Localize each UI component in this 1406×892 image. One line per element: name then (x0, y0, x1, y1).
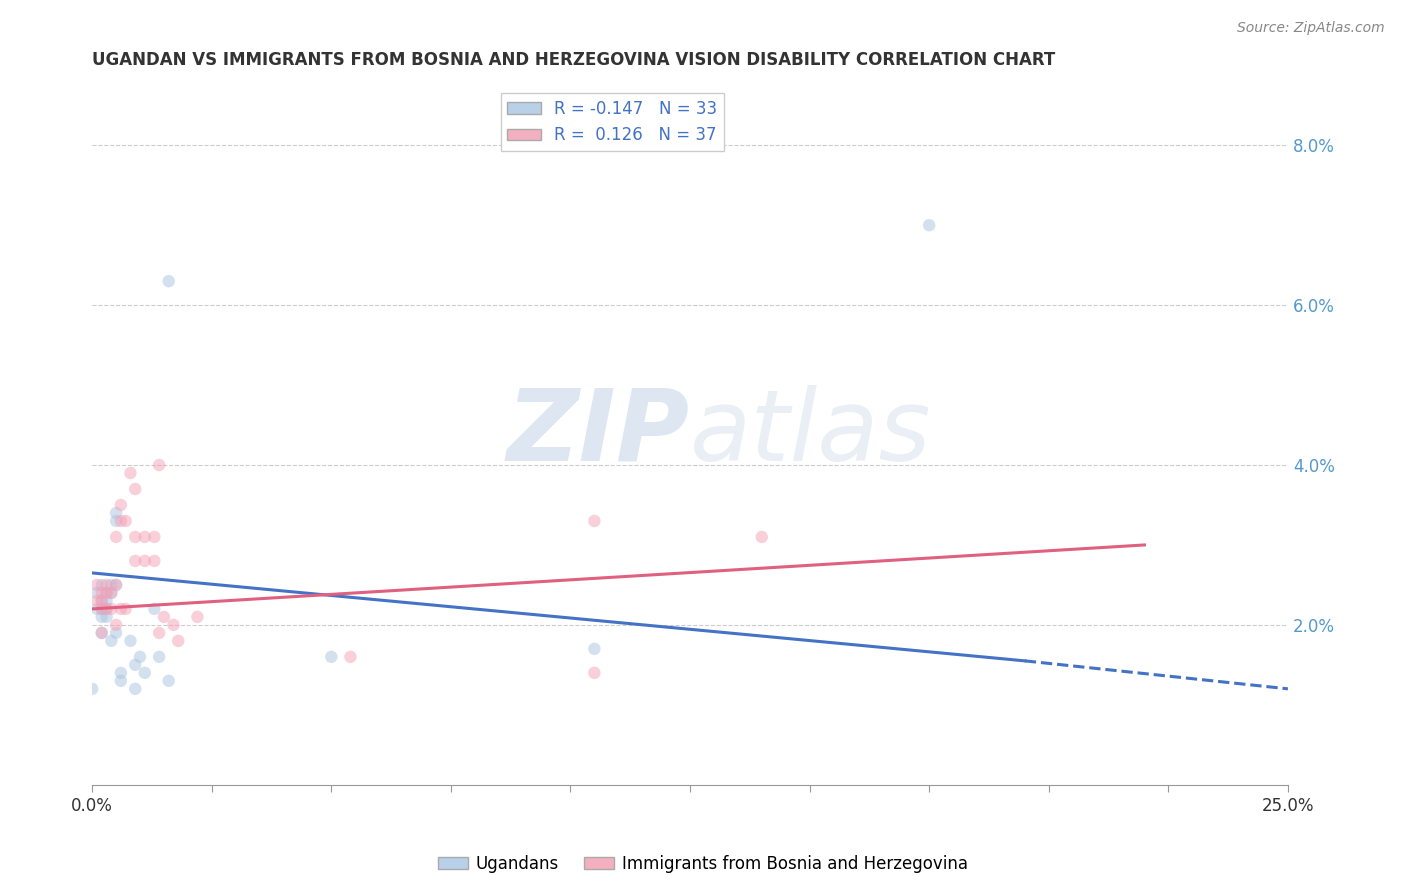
Point (120, 466, 142, 480)
Point (124, 482, 146, 496)
Legend: R = -0.147   N = 33, R =  0.126   N = 37: R = -0.147 N = 33, R = 0.126 N = 37 (501, 93, 724, 151)
Text: ZIP: ZIP (508, 384, 690, 482)
Point (86, 578, 108, 592)
Point (100, 578, 122, 592)
Point (110, 514, 132, 528)
Point (100, 602, 122, 616)
Point (90, 626, 112, 640)
Legend: Ugandans, Immigrants from Bosnia and Herzegovina: Ugandans, Immigrants from Bosnia and Her… (430, 848, 976, 880)
Point (105, 618, 128, 632)
Point (110, 673, 132, 688)
Point (583, 641, 606, 656)
Point (120, 633, 142, 648)
Point (134, 665, 156, 680)
Point (124, 681, 146, 696)
Point (90, 602, 112, 616)
Point (114, 602, 136, 616)
Point (153, 610, 176, 624)
Point (110, 602, 132, 616)
Point (918, 218, 941, 232)
Point (82, 681, 104, 696)
Point (583, 665, 606, 680)
Point (90, 594, 112, 608)
Point (90, 602, 112, 616)
Point (86, 602, 108, 616)
Text: UGANDAN VS IMMIGRANTS FROM BOSNIA AND HERZEGOVINA VISION DISABILITY CORRELATION : UGANDAN VS IMMIGRANTS FROM BOSNIA AND HE… (93, 51, 1056, 69)
Point (90, 578, 112, 592)
Point (96, 586, 118, 600)
Point (124, 554, 146, 568)
Point (148, 626, 170, 640)
Point (100, 633, 122, 648)
Point (167, 633, 190, 648)
Point (124, 657, 146, 672)
Point (751, 530, 773, 544)
Point (96, 586, 118, 600)
Point (86, 594, 108, 608)
Point (148, 649, 170, 664)
Point (90, 586, 112, 600)
Point (162, 618, 184, 632)
Point (90, 610, 112, 624)
Point (134, 554, 156, 568)
Point (143, 530, 166, 544)
Point (129, 649, 152, 664)
Point (114, 514, 136, 528)
Point (86, 586, 108, 600)
Point (134, 530, 156, 544)
Point (96, 602, 118, 616)
Point (339, 649, 361, 664)
Point (157, 673, 180, 688)
Point (96, 578, 118, 592)
Point (110, 665, 132, 680)
Point (105, 506, 128, 520)
Point (105, 514, 128, 528)
Point (90, 626, 112, 640)
Point (105, 578, 128, 592)
Point (105, 626, 128, 640)
Text: Source: ZipAtlas.com: Source: ZipAtlas.com (1237, 21, 1385, 35)
Point (110, 498, 132, 512)
Point (105, 578, 128, 592)
Point (100, 586, 122, 600)
Point (186, 610, 208, 624)
Point (583, 514, 606, 528)
Text: atlas: atlas (690, 384, 932, 482)
Point (96, 602, 118, 616)
Point (143, 602, 166, 616)
Point (124, 530, 146, 544)
Point (148, 458, 170, 472)
Point (96, 594, 118, 608)
Point (321, 649, 343, 664)
Point (105, 530, 128, 544)
Point (100, 586, 122, 600)
Point (143, 554, 166, 568)
Point (90, 594, 112, 608)
Point (157, 274, 180, 288)
Point (96, 610, 118, 624)
